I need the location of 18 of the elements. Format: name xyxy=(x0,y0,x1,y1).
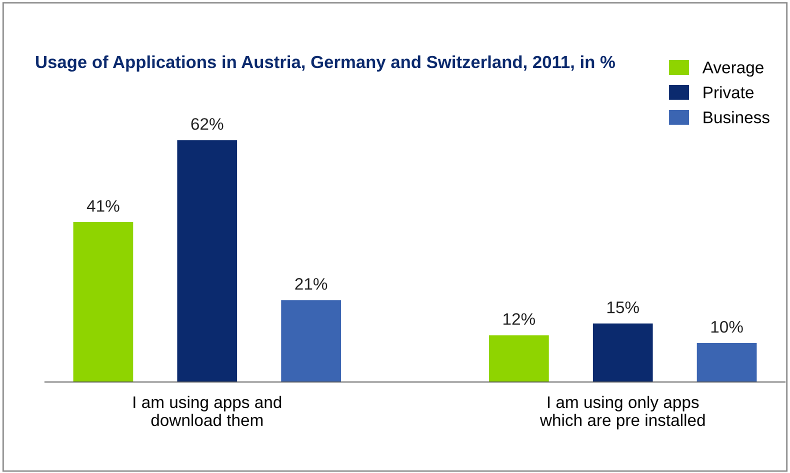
legend-label: Private xyxy=(704,86,754,98)
x-tick-label: I am using only apps which are pre installed xyxy=(540,396,705,430)
data-label: 41% xyxy=(86,200,120,212)
chart-title: Usage of Applications in Austria, Germany and Switzerland, 2011, in % xyxy=(36,55,615,72)
data-label: 15% xyxy=(607,302,639,314)
bar xyxy=(696,342,757,382)
bar xyxy=(177,140,238,382)
x-tick-label: I am using apps and download them xyxy=(134,396,282,426)
data-label: 21% xyxy=(295,278,328,290)
data-label: 10% xyxy=(711,320,743,333)
data-label: 12% xyxy=(504,313,536,325)
bar xyxy=(592,323,653,382)
bar xyxy=(281,300,341,382)
bar xyxy=(73,222,134,382)
legend-label: Business xyxy=(704,111,770,124)
legend-label: Average xyxy=(702,62,764,77)
bar xyxy=(489,335,549,382)
data-label: 62% xyxy=(191,118,224,130)
